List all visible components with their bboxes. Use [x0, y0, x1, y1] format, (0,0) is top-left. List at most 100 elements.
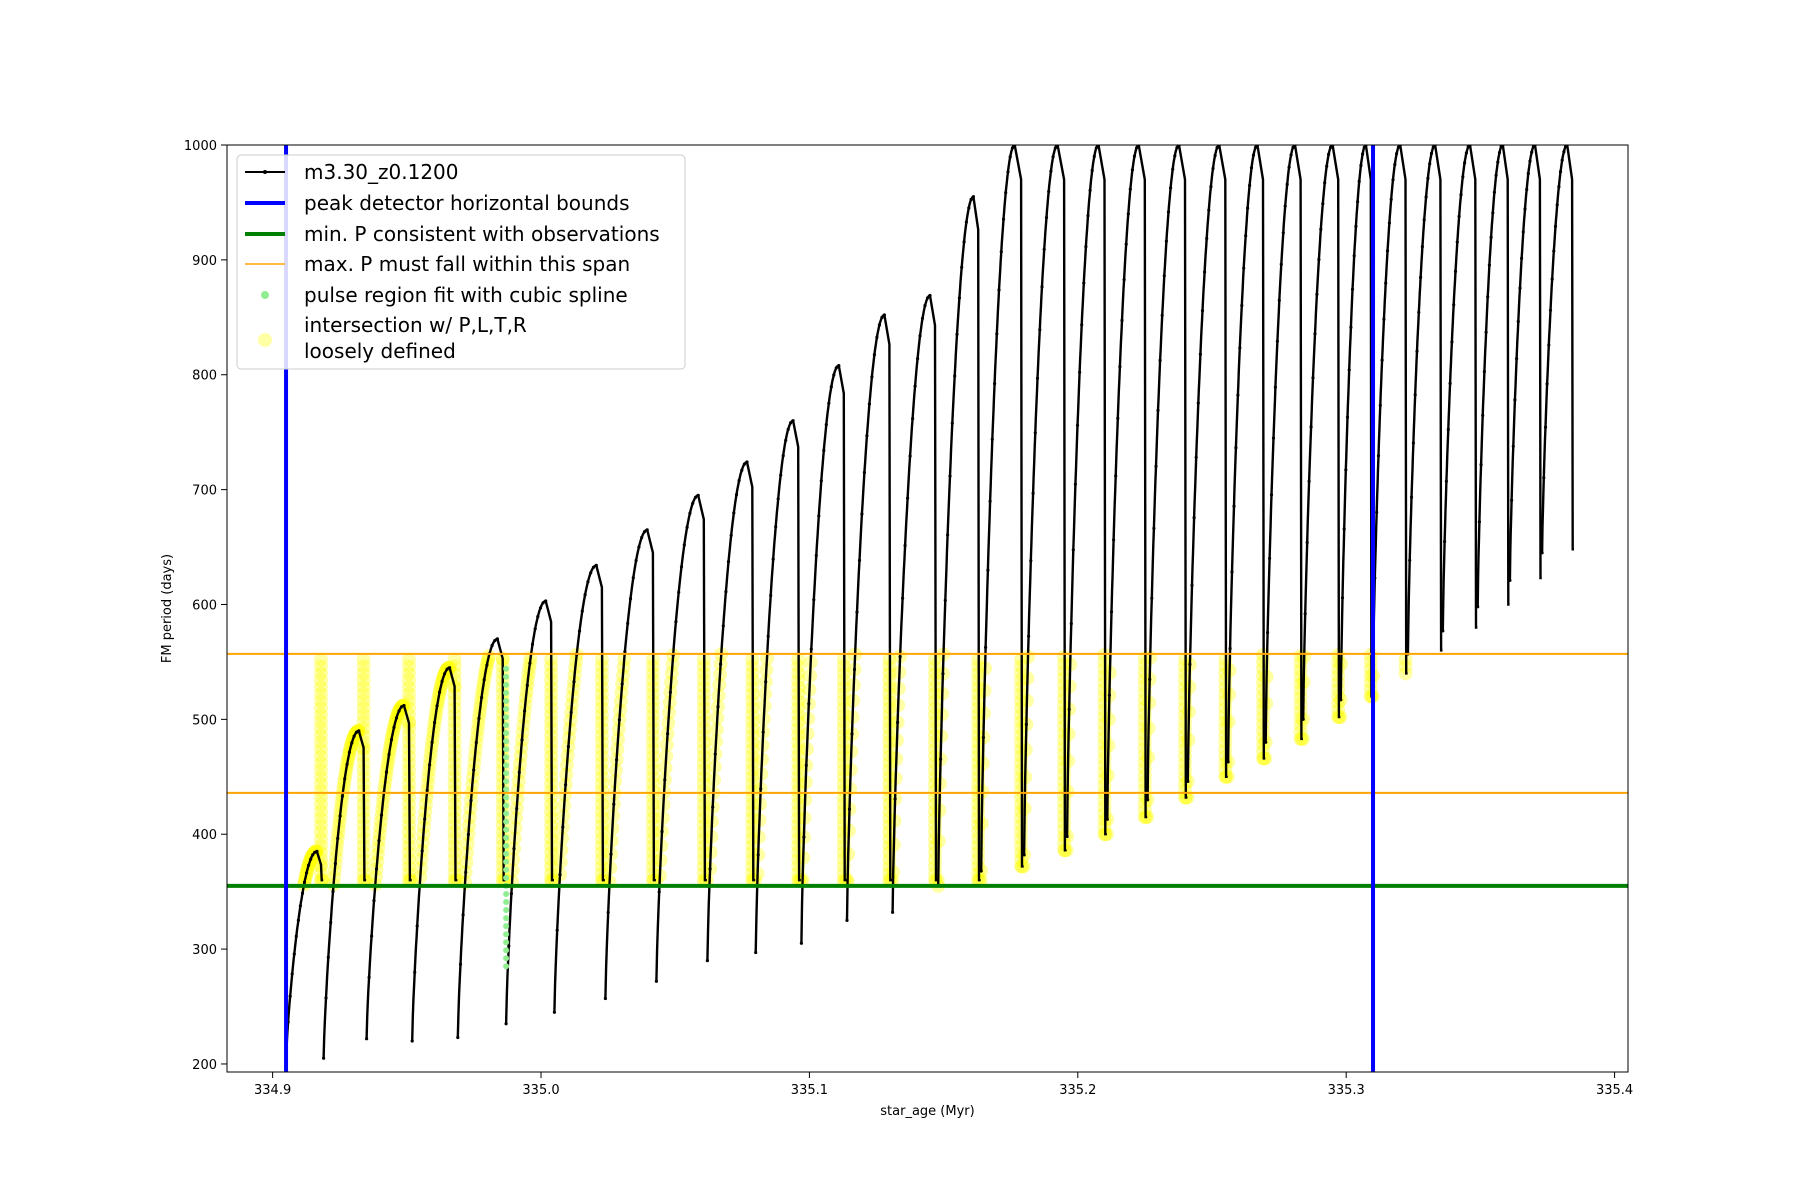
- track-point: [589, 571, 593, 575]
- track-point: [413, 970, 417, 975]
- track-point: [737, 478, 741, 483]
- axes-frame: [226, 144, 1629, 1073]
- track-point: [367, 975, 371, 980]
- track-point: [923, 304, 927, 308]
- track-point: [997, 288, 1001, 292]
- track-point: [784, 438, 788, 442]
- track-point: [1175, 146, 1179, 150]
- legend-label: m3.30_z0.1200: [304, 160, 459, 184]
- track-point: [288, 994, 292, 998]
- track-point: [352, 734, 356, 738]
- track-point: [943, 598, 947, 602]
- track-point: [990, 437, 994, 441]
- track-point: [1071, 548, 1075, 552]
- track-point: [322, 1056, 326, 1060]
- track-point: [512, 847, 516, 851]
- track-point: [448, 666, 452, 670]
- intersection-marker: [314, 673, 328, 688]
- track-point: [1345, 415, 1350, 419]
- track-point: [1327, 152, 1331, 156]
- track-point: [925, 296, 930, 300]
- track-point: [1380, 358, 1384, 362]
- track-point: [493, 639, 497, 643]
- track-point: [1558, 170, 1563, 174]
- track-point: [1311, 376, 1315, 380]
- track-line: [1406, 145, 1443, 654]
- track-point: [1518, 286, 1522, 290]
- track-point: [1035, 376, 1040, 380]
- track-point: [771, 557, 775, 561]
- track-point: [1088, 188, 1092, 192]
- intersection-marker: [356, 694, 371, 708]
- track-point: [1419, 275, 1423, 279]
- track-point: [1094, 146, 1098, 150]
- track-point: [995, 332, 999, 336]
- track-line: [1441, 145, 1478, 631]
- track-point: [1049, 169, 1053, 173]
- track-point: [458, 962, 463, 966]
- track-point: [1207, 208, 1211, 212]
- legend-handle-intersection: [258, 333, 272, 347]
- intersection-marker: [402, 666, 416, 681]
- spline-point: [503, 673, 510, 680]
- intersection-marker: [356, 700, 371, 715]
- track-point: [1160, 313, 1164, 317]
- track-point: [1492, 190, 1496, 194]
- track-point: [819, 479, 823, 483]
- track-point: [645, 528, 649, 532]
- track-point: [490, 643, 494, 648]
- track-point: [1444, 479, 1448, 483]
- intersection-marker: [402, 659, 416, 674]
- track-point: [309, 857, 313, 861]
- track-point: [1378, 403, 1382, 407]
- track-point: [474, 741, 478, 745]
- spline-point: [503, 802, 510, 809]
- track-point: [1033, 431, 1037, 435]
- spline-point: [503, 778, 510, 785]
- track-point: [1173, 154, 1177, 158]
- track-point: [862, 470, 867, 475]
- track-point: [1040, 285, 1044, 289]
- track-point: [1530, 150, 1534, 154]
- intersection-marker: [314, 694, 328, 708]
- spline-point: [503, 722, 510, 729]
- track-point: [637, 545, 641, 549]
- track-point: [1389, 197, 1393, 201]
- track-point: [1228, 646, 1232, 651]
- track-point: [855, 610, 859, 614]
- intersection-marker: [314, 762, 328, 777]
- track-point: [1126, 212, 1130, 216]
- spline-point: [503, 810, 510, 817]
- track-point: [572, 680, 576, 684]
- track-point: [928, 293, 932, 298]
- track-point: [370, 934, 374, 938]
- track-point: [615, 758, 619, 762]
- track-point: [1459, 193, 1463, 197]
- track-point: [827, 401, 831, 405]
- track-point: [302, 880, 307, 884]
- track-point: [984, 645, 988, 650]
- track-point: [298, 904, 302, 908]
- spline-point: [503, 858, 510, 865]
- track-point: [726, 560, 731, 564]
- track-point: [1277, 298, 1281, 302]
- track-point: [1526, 171, 1530, 176]
- track-point: [1287, 165, 1291, 169]
- track-point: [1313, 332, 1317, 336]
- track-point: [852, 667, 857, 672]
- intersection-marker: [314, 824, 328, 839]
- track-point: [903, 543, 907, 548]
- track-point: [1417, 310, 1421, 314]
- track-point: [1450, 340, 1454, 344]
- track-point: [1350, 287, 1355, 291]
- track-point: [525, 683, 529, 688]
- track-point: [1291, 145, 1295, 150]
- track-point: [1122, 278, 1126, 282]
- track-line: [1339, 145, 1373, 700]
- track-point: [345, 762, 349, 766]
- track-point: [1325, 164, 1329, 168]
- intersection-marker: [314, 735, 328, 750]
- track-point: [347, 750, 351, 754]
- track-point: [807, 702, 811, 706]
